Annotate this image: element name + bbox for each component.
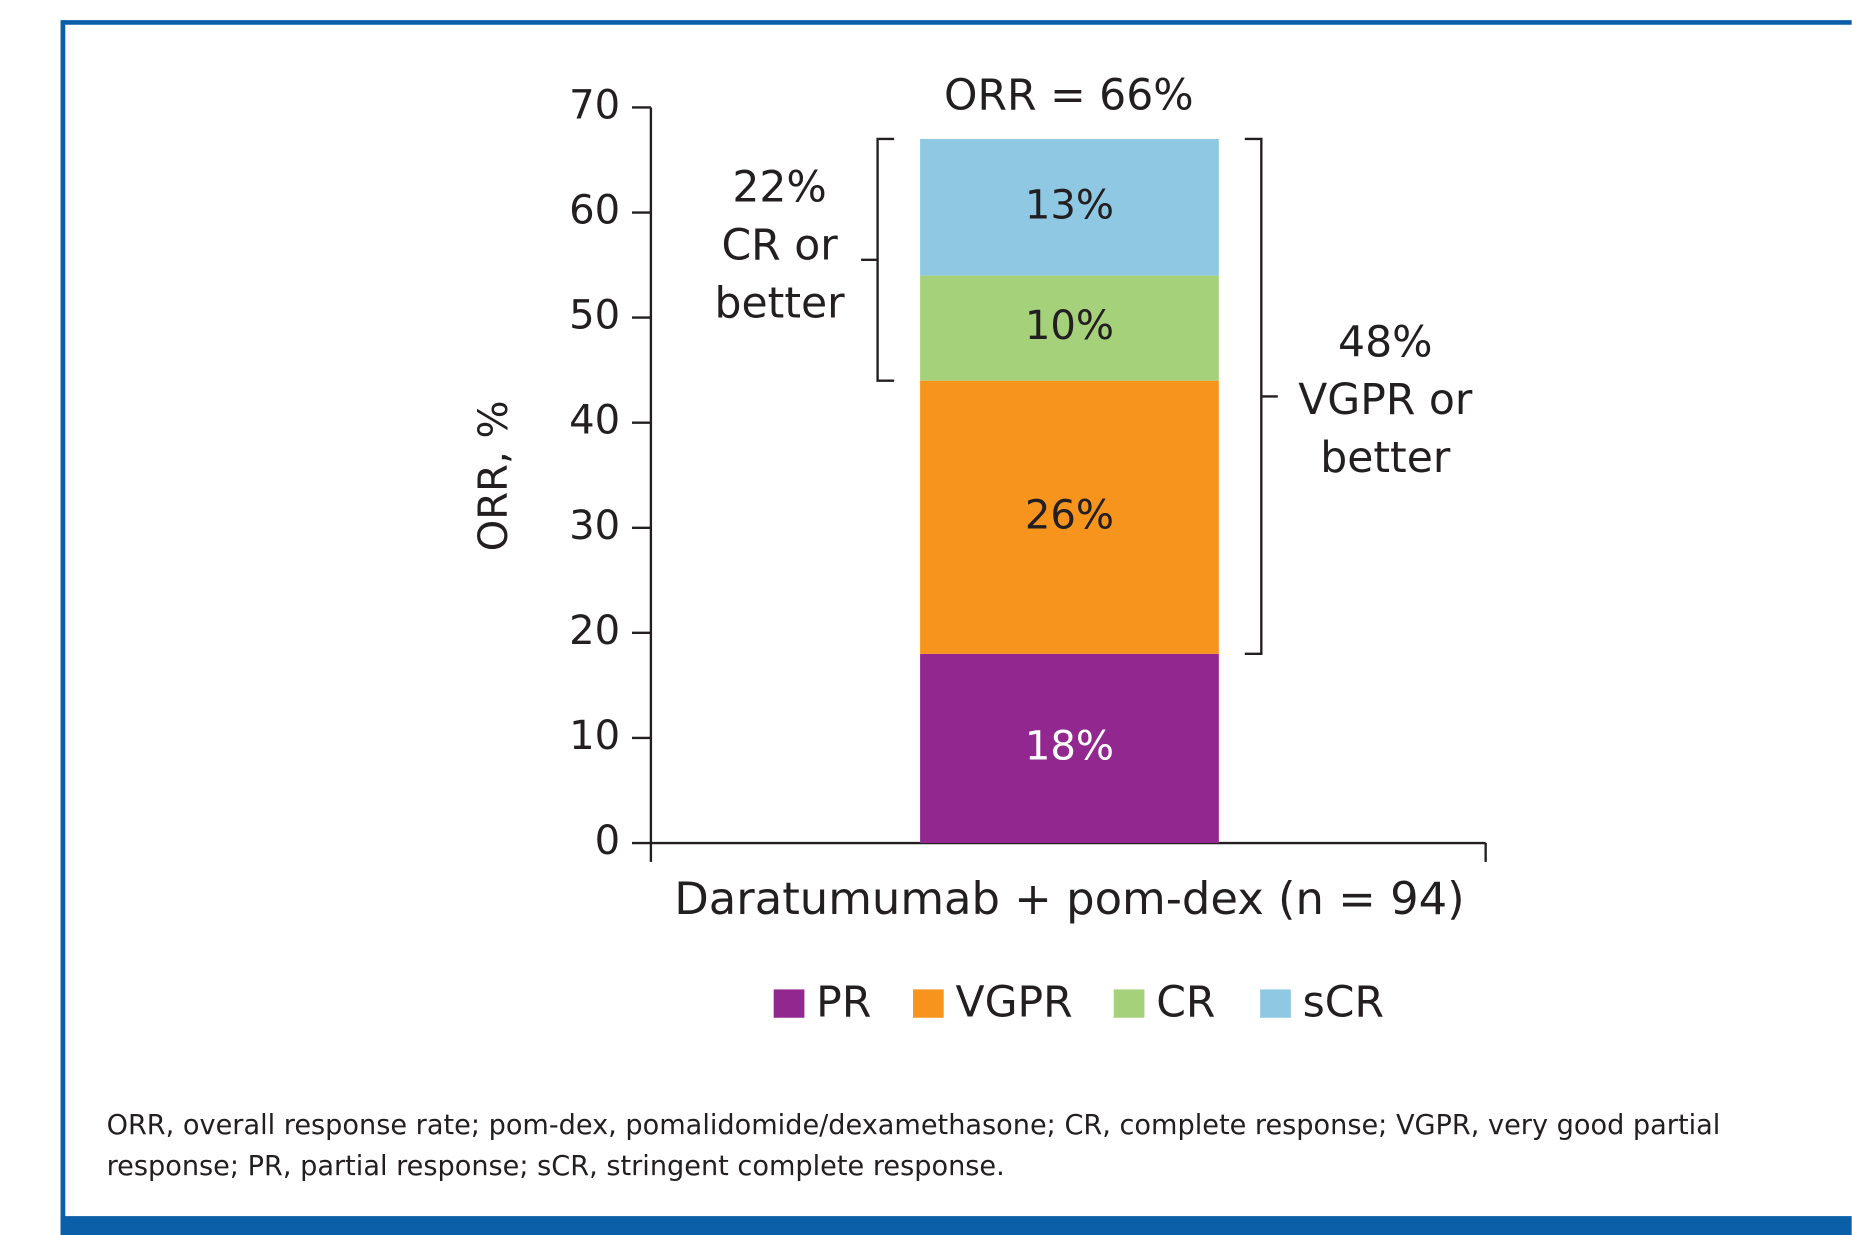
legend-label: VGPR bbox=[956, 978, 1073, 1027]
y-tick-label: 50 bbox=[569, 293, 620, 339]
legend-label: CR bbox=[1156, 978, 1215, 1027]
y-tick-label: 70 bbox=[569, 82, 620, 128]
legend-swatch bbox=[773, 989, 805, 1018]
annotation: 22% bbox=[732, 164, 826, 213]
value-label: 13% bbox=[1025, 182, 1114, 228]
y-tick-label: 40 bbox=[569, 398, 620, 444]
footnote: ORR, overall response rate; pom-dex, pom… bbox=[107, 1110, 1721, 1141]
legend-swatch bbox=[913, 989, 944, 1018]
legend-swatch bbox=[1260, 989, 1291, 1018]
bar-segment bbox=[920, 138, 1219, 276]
y-tick-label: 0 bbox=[595, 818, 621, 864]
annotation: 48% bbox=[1338, 318, 1432, 367]
bar-segment bbox=[920, 275, 1219, 381]
y-tick-label: 10 bbox=[569, 713, 620, 759]
value-label: 10% bbox=[1025, 303, 1114, 349]
legend-swatch bbox=[1113, 989, 1145, 1018]
frame-bottom bbox=[60, 1216, 1852, 1235]
legend-label: PR bbox=[816, 978, 871, 1027]
annotation: CR or bbox=[721, 221, 838, 270]
footnote: response; PR, partial response; sCR, str… bbox=[107, 1151, 1005, 1182]
annotation: better bbox=[1320, 434, 1451, 483]
bracket bbox=[1244, 137, 1278, 656]
annotation: VGPR or bbox=[1298, 376, 1473, 425]
y-tick-label: 30 bbox=[569, 503, 620, 549]
y-tick-label: 20 bbox=[569, 608, 620, 654]
bar-segment bbox=[920, 653, 1219, 844]
annotation: ORR = 66% bbox=[944, 71, 1194, 120]
x-tick-label: Daratumumab + pom-dex (n = 94) bbox=[674, 872, 1464, 925]
annotation: better bbox=[715, 279, 846, 328]
bracket bbox=[861, 137, 895, 382]
bar-segment bbox=[920, 380, 1219, 654]
value-label: 26% bbox=[1025, 492, 1114, 538]
y-axis-label: ORR, % bbox=[471, 400, 517, 551]
value-label: 18% bbox=[1025, 723, 1114, 769]
y-tick-label: 60 bbox=[569, 188, 620, 234]
legend-label: sCR bbox=[1303, 978, 1384, 1027]
